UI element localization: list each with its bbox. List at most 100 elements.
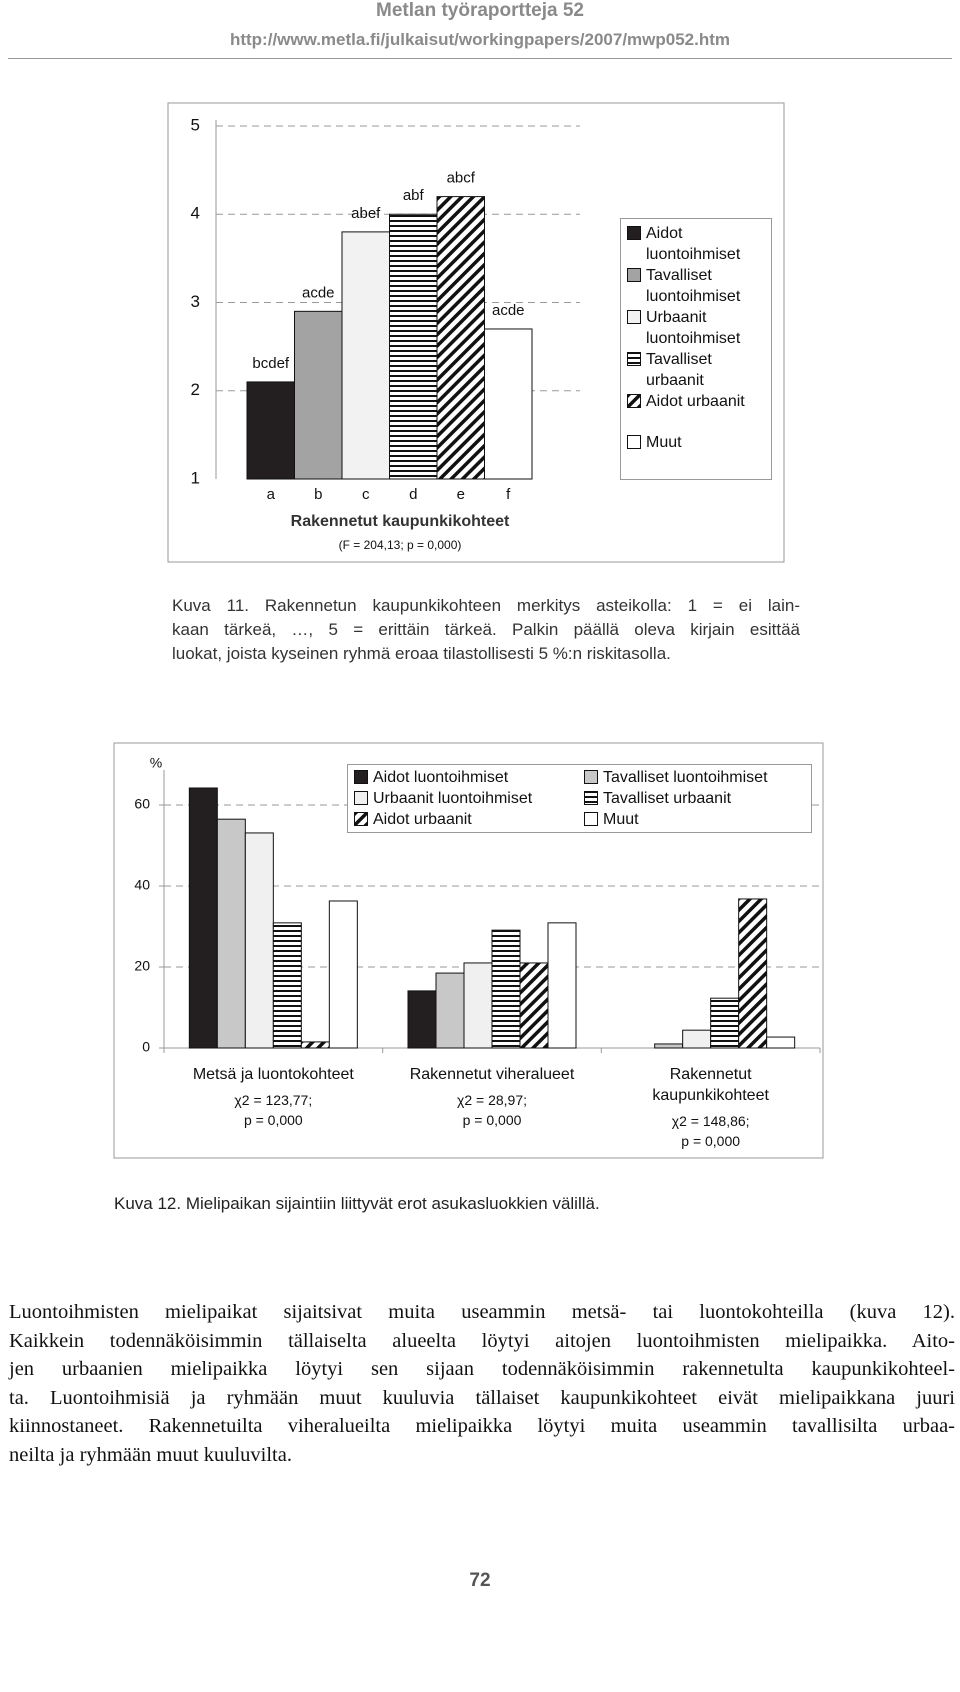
stat-label: p = 0,000: [243, 1112, 303, 1128]
bar: [389, 213, 438, 480]
bar: [436, 196, 485, 480]
legend-item: Tavalliset urbaanit: [627, 349, 767, 391]
legend-label: Muut: [603, 811, 639, 828]
bar: [246, 381, 295, 480]
body-text: Luontoihmisten mielipaikat sijaitsivat m…: [9, 1298, 955, 1470]
y-tick-label: 5: [191, 115, 200, 134]
bar: [766, 1036, 796, 1049]
caption: Kuva 11. Rakennetun kaupunkikohteen merk…: [172, 594, 800, 666]
chart-frame: [113, 742, 824, 1159]
legend-label: Muut: [646, 434, 682, 451]
legend-swatch: [627, 435, 641, 449]
bar: [328, 900, 358, 1049]
legend-label: Aidot luontoihmiset: [373, 769, 509, 786]
x-axis-label: Rakennetut kaupunkikohteet: [291, 513, 510, 530]
text-line: ta. Luontoihmisiä ja ryhmään muut kuuluv…: [9, 1386, 955, 1409]
bar: [300, 1041, 330, 1049]
stat-label: p = 0,000: [462, 1112, 522, 1128]
legend-swatch: [354, 812, 368, 826]
legend-swatch: [584, 791, 598, 805]
bar: [407, 990, 437, 1049]
category-label: Rakennetut kaupunkikohteet: [652, 1066, 769, 1104]
legend-item: Muut: [627, 432, 767, 453]
legend-swatch: [627, 352, 641, 366]
text-line: Luontoihmisten mielipaikat sijaitsivat m…: [9, 1301, 955, 1323]
bar: [463, 962, 493, 1049]
bar: [491, 929, 521, 1049]
legend-item: Tavalliset luontoihmiset: [627, 265, 767, 307]
stat-label: χ2 = 123,77;: [234, 1092, 313, 1108]
bar: [519, 962, 549, 1049]
category-label: Metsä ja luontokohteet: [192, 1066, 354, 1083]
bar: [484, 328, 533, 480]
bar: [710, 997, 740, 1049]
chart-subtitle: (F = 204,13; p = 0,000): [339, 538, 462, 552]
header-url: http://www.metla.fi/julkaisut/workingpap…: [229, 30, 731, 49]
y-tick-label: 60: [134, 796, 150, 812]
group-label: Rakennetut kaupunkikohteet χ2 = 148,86; p …: [616, 1064, 806, 1151]
legend-item: Aidot urbaanit: [627, 391, 767, 412]
caption: Kuva 12. Mielipaikan sijaintiin liittyvä…: [114, 1192, 600, 1216]
legend-swatch: [584, 812, 598, 826]
chart-1: 1 2 3 4 5 bcdef a acde b abef c abf d abcf e acde f Raken…: [167, 102, 785, 563]
bar: [341, 231, 390, 480]
group-label: Metsä ja luontokohteet χ2 = 123,77; p = 0,…: [178, 1064, 368, 1130]
page-number: 72: [469, 1570, 491, 1591]
header-rule: [8, 58, 952, 59]
x-tick-label: b: [314, 486, 322, 503]
legend-label: Aidot luontoihmiset: [646, 225, 741, 263]
legend-label: Tavalliset urbaanit: [603, 790, 732, 807]
legend-label: Tavalliset urbaanit: [646, 351, 712, 389]
bar-label: acde: [302, 284, 335, 301]
legend-swatch: [627, 226, 641, 240]
y-tick-label: 3: [191, 292, 200, 311]
x-tick-label: e: [457, 486, 465, 503]
legend-swatch: [354, 791, 368, 805]
legend: Aidot luontoihmiset Tavalliset luontoihmi…: [347, 764, 812, 833]
bar: [547, 922, 577, 1049]
legend-item: Urbaanit luontoihmiset: [354, 788, 584, 809]
bar: [435, 972, 465, 1049]
legend-label: Tavalliset luontoihmiset: [646, 267, 741, 305]
text-line: kiinnostaneet. Rakennetuilta viheralueil…: [9, 1415, 955, 1438]
x-tick-label: c: [362, 486, 370, 503]
y-tick-label: 1: [191, 468, 200, 487]
text-line: Kuva 12. Mielipaikan sijaintiin liittyvä…: [114, 1194, 600, 1213]
header-title: Metlan työraportteja 52: [376, 0, 584, 21]
text-line: Kuva 11. Rakennetun kaupunkikohteen merk…: [172, 596, 800, 615]
category-label: Rakennetut viheralueet: [409, 1066, 575, 1083]
legend-swatch: [627, 268, 641, 282]
text-line: neilta ja ryhmään muut kuuluvilta.: [9, 1443, 292, 1466]
text-line: kaan tärkeä, …, 5 = erittäin tärkeä. Pal…: [172, 620, 800, 639]
legend-label: Urbaanit luontoihmiset: [373, 790, 533, 807]
legend-item: Aidot luontoihmiset: [627, 223, 767, 265]
stat-label: χ2 = 148,86;: [671, 1113, 750, 1129]
legend: Aidot luontoihmiset Tavalliset luontoihmi…: [620, 218, 772, 480]
bar-label: bcdef: [252, 355, 290, 372]
group-label: Rakennetut viheralueet χ2 = 28,97; p = 0,0…: [397, 1064, 587, 1130]
legend-label: Aidot urbaanit: [646, 393, 745, 410]
legend-swatch: [627, 394, 641, 408]
legend-label: Tavalliset luontoihmiset: [603, 769, 768, 786]
bar: [738, 898, 768, 1049]
x-tick-label: f: [506, 486, 511, 503]
bar: [244, 832, 274, 1049]
bar: [654, 1043, 684, 1049]
text-line: jen urbaanien mielipaikka löytyi sen sij…: [9, 1358, 955, 1381]
bar: [216, 818, 246, 1049]
text-line: Kaikkein todennäköisimmin tällaiselta al…: [9, 1329, 955, 1352]
bar: [188, 787, 218, 1049]
y-tick-label: 20: [134, 958, 150, 974]
legend-item: Aidot urbaanit: [354, 809, 584, 830]
chart-2: % 0 20 40 60: [113, 742, 824, 1159]
y-axis-label: %: [150, 755, 162, 771]
legend-item: Urbaanit luontoihmiset: [627, 307, 767, 349]
x-tick-label: a: [267, 486, 276, 503]
legend-item: Aidot luontoihmiset: [354, 767, 584, 788]
stat-label: p = 0,000: [681, 1133, 741, 1149]
y-tick-label: 2: [191, 380, 200, 399]
x-tick-label: d: [409, 486, 417, 503]
text-line: luokat, joista kyseinen ryhmä eroaa tila…: [172, 644, 671, 663]
legend-item: Tavalliset luontoihmiset: [584, 767, 804, 788]
